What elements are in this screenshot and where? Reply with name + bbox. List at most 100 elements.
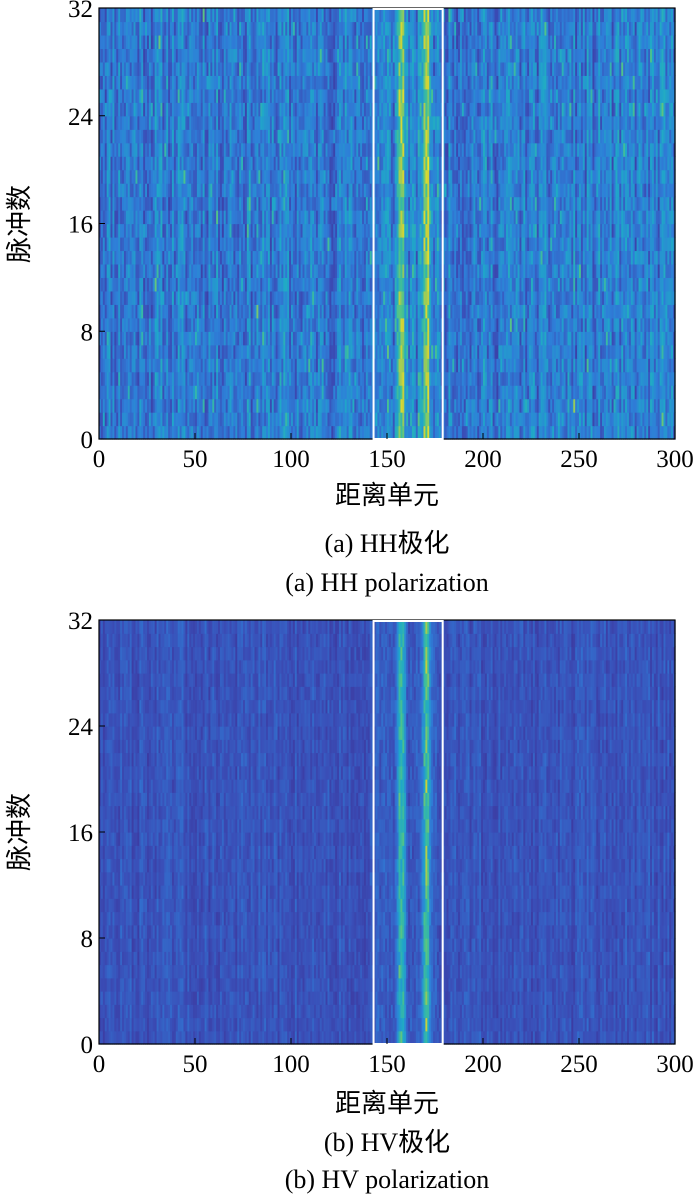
heatmap-cell [435, 425, 438, 440]
heatmap-cell [202, 358, 206, 373]
heatmap-cell [415, 371, 419, 386]
heatmap-cell [411, 385, 415, 400]
heatmap-cell [120, 371, 123, 386]
heatmap-cell [350, 425, 354, 440]
heatmap-cell [446, 385, 450, 400]
heatmap-cell [267, 371, 271, 386]
heatmap-cell [665, 412, 668, 427]
heatmap-cell [233, 385, 236, 400]
heatmap-cell [433, 425, 436, 440]
heatmap-cell [525, 398, 528, 413]
heatmap-cell [312, 385, 315, 400]
heatmap-cell [529, 425, 532, 440]
heatmap-cell [147, 412, 150, 427]
heatmap-cell [360, 371, 363, 386]
heatmap-cell [233, 412, 236, 427]
heatmap-cell [646, 425, 649, 440]
heatmap-cell [392, 358, 396, 373]
heatmap-cell [636, 412, 640, 427]
heatmap-cell [179, 385, 183, 400]
heatmap-cell [402, 398, 405, 413]
heatmap-cell [513, 358, 517, 373]
heatmap-cell [283, 412, 286, 427]
heatmap-cell [314, 425, 317, 440]
heatmap-cell [291, 412, 294, 427]
heatmap-cell [408, 412, 411, 427]
heatmap-cell [231, 398, 234, 413]
heatmap-cell [314, 398, 317, 413]
heatmap-cell [561, 371, 565, 386]
heatmap-cell [246, 385, 250, 400]
heatmap-cell [323, 398, 327, 413]
heatmap-cell [498, 412, 501, 427]
heatmap-cell [139, 385, 142, 400]
heatmap-cell [452, 358, 455, 373]
heatmap-cell [636, 398, 640, 413]
heatmap-cell [515, 385, 519, 400]
heatmap-cell [417, 385, 421, 400]
heatmap-cell [120, 425, 123, 440]
heatmap-cell [483, 371, 486, 386]
heatmap-cell [506, 398, 509, 413]
heatmap-cell [375, 398, 378, 413]
heatmap-cell [423, 412, 426, 427]
heatmap-cell [104, 344, 108, 359]
heatmap-cell [206, 412, 210, 427]
heatmap-cell [653, 425, 657, 440]
heatmap-cell [609, 385, 613, 400]
heatmap-cell [283, 371, 286, 386]
heatmap-cell [241, 412, 244, 427]
heatmap-cell [646, 385, 649, 400]
heatmap-cell [177, 358, 181, 373]
heatmap-cell [304, 425, 307, 440]
heatmap-cell [592, 412, 595, 427]
heatmap-cell [390, 371, 394, 386]
heatmap-cell [195, 398, 198, 413]
heatmap-cell [486, 425, 490, 440]
heatmap-cell [636, 425, 640, 440]
heatmap-cell [492, 425, 496, 440]
heatmap-cell [137, 412, 140, 427]
heatmap-cell [402, 412, 405, 427]
heatmap-cell [398, 412, 402, 427]
heatmap-cell [621, 385, 624, 400]
heatmap-cell [413, 398, 417, 413]
heatmap-cell [373, 385, 377, 400]
heatmap-cell [333, 371, 336, 386]
heatmap-cell [225, 358, 229, 373]
heatmap-cell [534, 385, 538, 400]
heatmap-cell [315, 412, 319, 427]
heatmap-cell [605, 358, 609, 373]
heatmap-cell [400, 358, 403, 373]
heatmap-cell [571, 358, 574, 373]
heatmap-cell [267, 412, 271, 427]
heatmap-cell [227, 371, 231, 386]
heatmap-cell [469, 398, 473, 413]
heatmap-cell [375, 371, 378, 386]
heatmap-cell [363, 425, 367, 440]
heatmap-cell [594, 385, 597, 400]
heatmap-cell [367, 385, 371, 400]
heatmap-cell [529, 371, 532, 386]
heatmap-cell [214, 425, 217, 440]
heatmap-cell [575, 425, 578, 440]
heatmap-cell [164, 358, 167, 373]
heatmap-cell [354, 385, 357, 400]
heatmap-cell [116, 385, 119, 400]
heatmap-cell [216, 412, 219, 427]
heatmap-cell [306, 425, 309, 440]
heatmap-cell [141, 371, 144, 386]
heatmap-cell [517, 385, 521, 400]
heatmap-cell [433, 371, 436, 386]
heatmap-cell [438, 385, 442, 400]
heatmap-cell [162, 425, 165, 440]
heatmap-cell [308, 398, 311, 413]
heatmap-cell [559, 398, 563, 413]
heatmap-cell [185, 385, 188, 400]
heatmap-cell [446, 412, 450, 427]
heatmap-cell [479, 358, 482, 373]
heatmap-cell [148, 371, 152, 386]
heatmap-cell [381, 425, 384, 440]
heatmap-cell [269, 371, 273, 386]
heatmap-cell [179, 425, 183, 440]
